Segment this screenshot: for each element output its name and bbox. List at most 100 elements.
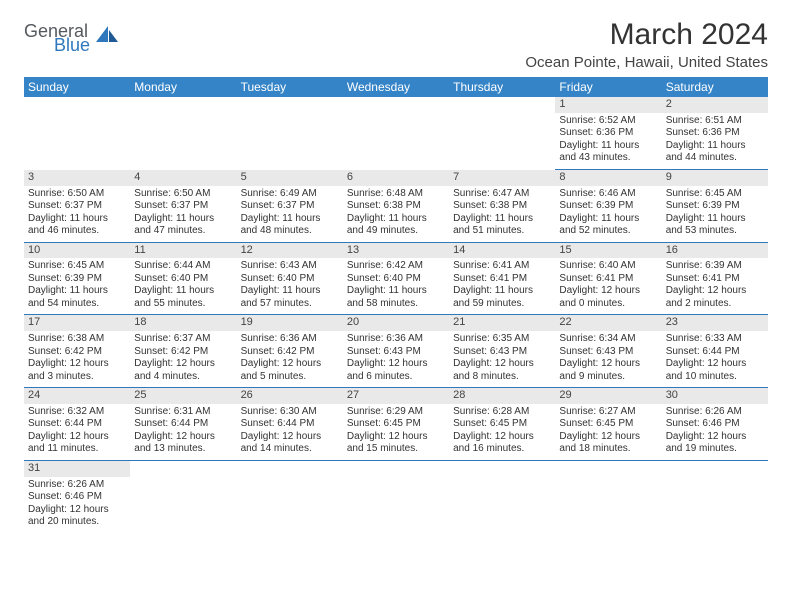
calendar-cell: 10Sunrise: 6:45 AMSunset: 6:39 PMDayligh… [24, 242, 130, 315]
day-number: 25 [130, 388, 236, 404]
sunset: Sunset: 6:39 PM [28, 273, 126, 286]
daylight: Daylight: 12 hours and 4 minutes. [134, 358, 232, 383]
calendar-cell: 7Sunrise: 6:47 AMSunset: 6:38 PMDaylight… [449, 169, 555, 242]
day-number: 24 [24, 388, 130, 404]
calendar-cell: 16Sunrise: 6:39 AMSunset: 6:41 PMDayligh… [662, 242, 768, 315]
day-body: Sunrise: 6:42 AMSunset: 6:40 PMDaylight:… [343, 258, 449, 314]
day-body: Sunrise: 6:50 AMSunset: 6:37 PMDaylight:… [24, 186, 130, 242]
sunset: Sunset: 6:43 PM [453, 346, 551, 359]
sunset: Sunset: 6:39 PM [559, 200, 657, 213]
sunrise: Sunrise: 6:28 AM [453, 406, 551, 419]
day-number: 19 [237, 315, 343, 331]
daylight: Daylight: 11 hours and 48 minutes. [241, 213, 339, 238]
calendar-cell: 20Sunrise: 6:36 AMSunset: 6:43 PMDayligh… [343, 315, 449, 388]
sunset: Sunset: 6:41 PM [453, 273, 551, 286]
day-number: 14 [449, 243, 555, 259]
calendar-cell: 11Sunrise: 6:44 AMSunset: 6:40 PMDayligh… [130, 242, 236, 315]
calendar-cell: 27Sunrise: 6:29 AMSunset: 6:45 PMDayligh… [343, 388, 449, 461]
day-number: 15 [555, 243, 661, 259]
day-number: 9 [662, 170, 768, 186]
calendar-head: SundayMondayTuesdayWednesdayThursdayFrid… [24, 77, 768, 97]
calendar-cell: 23Sunrise: 6:33 AMSunset: 6:44 PMDayligh… [662, 315, 768, 388]
calendar-cell: 17Sunrise: 6:38 AMSunset: 6:42 PMDayligh… [24, 315, 130, 388]
day-body: Sunrise: 6:32 AMSunset: 6:44 PMDaylight:… [24, 404, 130, 460]
daylight: Daylight: 12 hours and 15 minutes. [347, 431, 445, 456]
day-body: Sunrise: 6:46 AMSunset: 6:39 PMDaylight:… [555, 186, 661, 242]
calendar-cell: 5Sunrise: 6:49 AMSunset: 6:37 PMDaylight… [237, 169, 343, 242]
calendar-cell: 19Sunrise: 6:36 AMSunset: 6:42 PMDayligh… [237, 315, 343, 388]
calendar-cell: 4Sunrise: 6:50 AMSunset: 6:37 PMDaylight… [130, 169, 236, 242]
sunset: Sunset: 6:44 PM [134, 418, 232, 431]
day-number: 5 [237, 170, 343, 186]
sunset: Sunset: 6:38 PM [347, 200, 445, 213]
day-body: Sunrise: 6:45 AMSunset: 6:39 PMDaylight:… [24, 258, 130, 314]
sunset: Sunset: 6:40 PM [134, 273, 232, 286]
sunset: Sunset: 6:39 PM [666, 200, 764, 213]
day-number: 6 [343, 170, 449, 186]
sunset: Sunset: 6:42 PM [28, 346, 126, 359]
day-number: 26 [237, 388, 343, 404]
calendar-cell [343, 460, 449, 532]
sunset: Sunset: 6:36 PM [559, 127, 657, 140]
calendar-cell [662, 460, 768, 532]
sunrise: Sunrise: 6:46 AM [559, 188, 657, 201]
sunset: Sunset: 6:43 PM [347, 346, 445, 359]
calendar-cell: 13Sunrise: 6:42 AMSunset: 6:40 PMDayligh… [343, 242, 449, 315]
calendar-cell: 30Sunrise: 6:26 AMSunset: 6:46 PMDayligh… [662, 388, 768, 461]
day-number: 10 [24, 243, 130, 259]
calendar-cell: 25Sunrise: 6:31 AMSunset: 6:44 PMDayligh… [130, 388, 236, 461]
day-body: Sunrise: 6:34 AMSunset: 6:43 PMDaylight:… [555, 331, 661, 387]
day-body: Sunrise: 6:39 AMSunset: 6:41 PMDaylight:… [662, 258, 768, 314]
sail-icon [94, 24, 120, 51]
sunrise: Sunrise: 6:35 AM [453, 333, 551, 346]
day-number: 8 [555, 170, 661, 186]
daylight: Daylight: 12 hours and 19 minutes. [666, 431, 764, 456]
daylight: Daylight: 11 hours and 47 minutes. [134, 213, 232, 238]
calendar-cell [237, 97, 343, 169]
day-body: Sunrise: 6:27 AMSunset: 6:45 PMDaylight:… [555, 404, 661, 460]
calendar-cell [449, 460, 555, 532]
sunrise: Sunrise: 6:48 AM [347, 188, 445, 201]
calendar-cell: 1Sunrise: 6:52 AMSunset: 6:36 PMDaylight… [555, 97, 661, 169]
daylight: Daylight: 12 hours and 8 minutes. [453, 358, 551, 383]
daylight: Daylight: 12 hours and 18 minutes. [559, 431, 657, 456]
sunset: Sunset: 6:45 PM [453, 418, 551, 431]
day-number: 27 [343, 388, 449, 404]
day-body: Sunrise: 6:33 AMSunset: 6:44 PMDaylight:… [662, 331, 768, 387]
calendar-cell [130, 97, 236, 169]
day-body: Sunrise: 6:37 AMSunset: 6:42 PMDaylight:… [130, 331, 236, 387]
sunrise: Sunrise: 6:50 AM [28, 188, 126, 201]
sunrise: Sunrise: 6:43 AM [241, 260, 339, 273]
sunset: Sunset: 6:37 PM [241, 200, 339, 213]
day-number: 17 [24, 315, 130, 331]
calendar-cell: 2Sunrise: 6:51 AMSunset: 6:36 PMDaylight… [662, 97, 768, 169]
calendar-cell: 21 Sunrise: 6:35 AMSunset: 6:43 PMDayligh… [449, 315, 555, 388]
calendar-cell: 22Sunrise: 6:34 AMSunset: 6:43 PMDayligh… [555, 315, 661, 388]
daylight: Daylight: 12 hours and 13 minutes. [134, 431, 232, 456]
calendar-cell: 6Sunrise: 6:48 AMSunset: 6:38 PMDaylight… [343, 169, 449, 242]
sunset: Sunset: 6:46 PM [28, 491, 126, 504]
calendar-body: 1Sunrise: 6:52 AMSunset: 6:36 PMDaylight… [24, 97, 768, 533]
daylight: Daylight: 11 hours and 55 minutes. [134, 285, 232, 310]
daylight: Daylight: 11 hours and 59 minutes. [453, 285, 551, 310]
day-number: 21 [449, 315, 555, 331]
sunrise: Sunrise: 6:34 AM [559, 333, 657, 346]
day-number: 2 [662, 97, 768, 113]
sunset: Sunset: 6:45 PM [559, 418, 657, 431]
sunset: Sunset: 6:38 PM [453, 200, 551, 213]
calendar-cell: 9Sunrise: 6:45 AMSunset: 6:39 PMDaylight… [662, 169, 768, 242]
day-body: Sunrise: 6:41 AMSunset: 6:41 PMDaylight:… [449, 258, 555, 314]
weekday-header: Saturday [662, 77, 768, 97]
day-body: Sunrise: 6:30 AMSunset: 6:44 PMDaylight:… [237, 404, 343, 460]
day-number: 30 [662, 388, 768, 404]
sunset: Sunset: 6:41 PM [666, 273, 764, 286]
sunset: Sunset: 6:40 PM [347, 273, 445, 286]
daylight: Daylight: 11 hours and 54 minutes. [28, 285, 126, 310]
sunrise: Sunrise: 6:30 AM [241, 406, 339, 419]
sunset: Sunset: 6:44 PM [241, 418, 339, 431]
day-number: 31 [24, 461, 130, 477]
sunrise: Sunrise: 6:26 AM [28, 479, 126, 492]
daylight: Daylight: 12 hours and 0 minutes. [559, 285, 657, 310]
sunrise: Sunrise: 6:37 AM [134, 333, 232, 346]
calendar-cell: 8Sunrise: 6:46 AMSunset: 6:39 PMDaylight… [555, 169, 661, 242]
